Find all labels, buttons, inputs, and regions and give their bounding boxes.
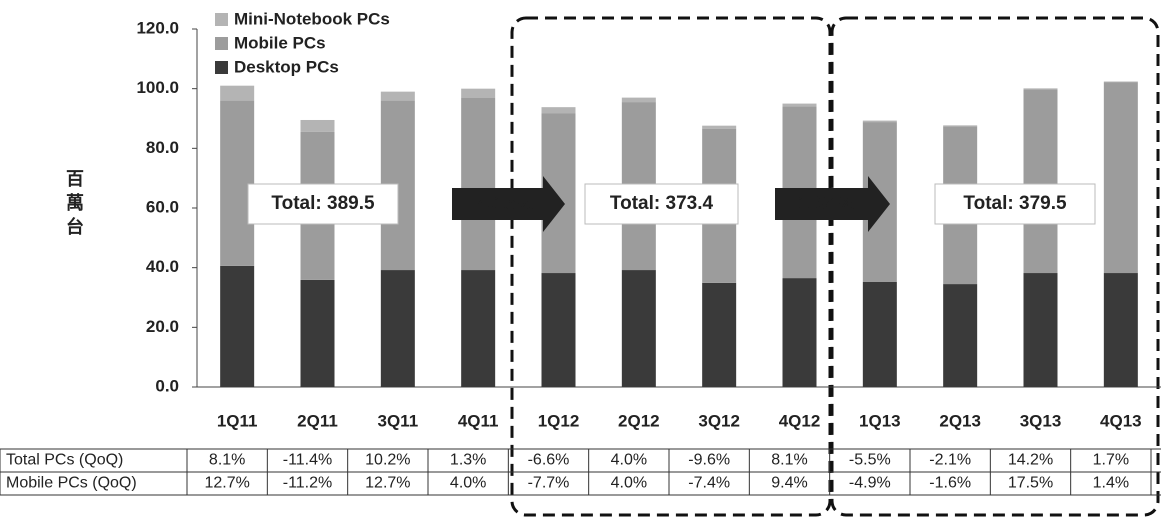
table-cell: -7.7% [528, 475, 570, 492]
bar-segment [220, 85, 255, 101]
total-label: Total: 389.5 [271, 193, 375, 214]
table-cell: 1.7% [1093, 452, 1129, 469]
table-cell: 17.5% [1008, 475, 1053, 492]
x-tick-label: 4Q12 [779, 411, 821, 430]
bar-segment [862, 281, 897, 387]
x-tick-label: 4Q11 [458, 411, 499, 430]
table-cell: -11.2% [283, 475, 333, 492]
table-cell: 8.1% [771, 452, 807, 469]
x-tick-label: 2Q11 [297, 411, 338, 430]
bar-segment [782, 278, 817, 387]
y-label-char: 萬 [66, 193, 84, 213]
x-tick-label: 3Q13 [1020, 411, 1062, 430]
x-tick-label: 3Q11 [378, 411, 419, 430]
growth-arrow [452, 176, 565, 232]
bar-segment [461, 97, 496, 271]
table-cell: -6.6% [528, 452, 570, 469]
y-tick-label: 20.0 [146, 317, 179, 336]
bar-segment [621, 270, 656, 387]
bar-segment [1103, 82, 1138, 274]
table-cell: 4.0% [450, 475, 486, 492]
table-cell: 9.4% [771, 475, 807, 492]
legend-swatch [215, 61, 228, 74]
bar-segment [541, 273, 576, 387]
table-cell: 4.0% [611, 475, 647, 492]
legend-label: Desktop PCs [234, 57, 339, 76]
bar-segment [702, 282, 737, 387]
y-tick-label: 40.0 [146, 257, 179, 276]
table-cell: 12.7% [204, 475, 249, 492]
x-tick-label: 4Q13 [1100, 411, 1142, 430]
x-tick-label: 2Q13 [939, 411, 981, 430]
total-box [584, 183, 739, 225]
total-box [247, 183, 399, 225]
total-box [934, 183, 1096, 225]
x-tick-label: 3Q12 [698, 411, 740, 430]
y-axis-label: 百萬台 [66, 169, 84, 237]
x-tick-label: 1Q11 [217, 411, 258, 430]
bar-segment [461, 88, 496, 98]
bar-segment [380, 270, 415, 387]
table-cell: -11.4% [283, 452, 333, 469]
bar-segment [541, 107, 576, 114]
table-cell: 1.3% [450, 452, 486, 469]
growth-label: -4.15% [471, 192, 535, 214]
bar-segment [1103, 81, 1138, 83]
bar-segment [1023, 273, 1058, 387]
bar-segment [943, 125, 978, 127]
table-cell: -7.4% [688, 475, 730, 492]
table-cell: 12.7% [365, 475, 410, 492]
table-cell: -5.5% [849, 452, 891, 469]
table-cell: 10.2% [365, 452, 410, 469]
table-cell: -4.9% [849, 475, 891, 492]
bar-segment [380, 91, 415, 101]
table-cell: -2.1% [929, 452, 971, 469]
legend-swatch [215, 13, 228, 26]
table-cell: 8.1% [209, 452, 245, 469]
growth-arrow [775, 176, 890, 232]
bar-segment [621, 97, 656, 103]
table-cell: 1.4% [1093, 475, 1129, 492]
table-cell: 14.2% [1008, 452, 1053, 469]
bar-segment [1103, 273, 1138, 387]
legend-label: Mobile PCs [234, 33, 326, 52]
total-label: Total: 373.4 [610, 193, 714, 214]
bar-segment [702, 125, 737, 129]
bar-segment [300, 279, 335, 387]
y-label-char: 台 [66, 216, 84, 237]
row-label: Total PCs (QoQ) [6, 452, 123, 469]
row-label: Mobile PCs (QoQ) [6, 475, 137, 492]
y-tick-label: 120.0 [136, 18, 179, 37]
table-cell: 4.0% [611, 452, 647, 469]
x-tick-label: 2Q12 [618, 411, 660, 430]
bar-segment [1023, 89, 1058, 274]
group-frame [510, 16, 832, 517]
bar-segment [300, 119, 335, 132]
y-label-char: 百 [66, 169, 84, 189]
bar-segment [862, 120, 897, 123]
legend-swatch [215, 37, 228, 50]
x-tick-label: 1Q12 [538, 411, 580, 430]
x-tick-label: 1Q13 [859, 411, 901, 430]
y-tick-label: 100.0 [136, 78, 179, 97]
table-cell: -9.6% [688, 452, 730, 469]
table-cell: -1.6% [929, 475, 971, 492]
total-label: Total: 379.5 [963, 193, 1067, 214]
bar-segment [943, 284, 978, 387]
legend-label: Mini-Notebook PCs [234, 9, 390, 28]
y-tick-label: 0.0 [155, 376, 179, 395]
bar-segment [220, 265, 255, 387]
bar-segment [461, 270, 496, 387]
y-tick-label: 80.0 [146, 138, 179, 157]
bar-segment [220, 100, 255, 266]
growth-label: 1.64% [798, 192, 855, 214]
group-frame [830, 16, 1160, 517]
bar-segment [782, 103, 817, 107]
bar-segment [1023, 88, 1058, 90]
y-tick-label: 60.0 [146, 197, 179, 216]
